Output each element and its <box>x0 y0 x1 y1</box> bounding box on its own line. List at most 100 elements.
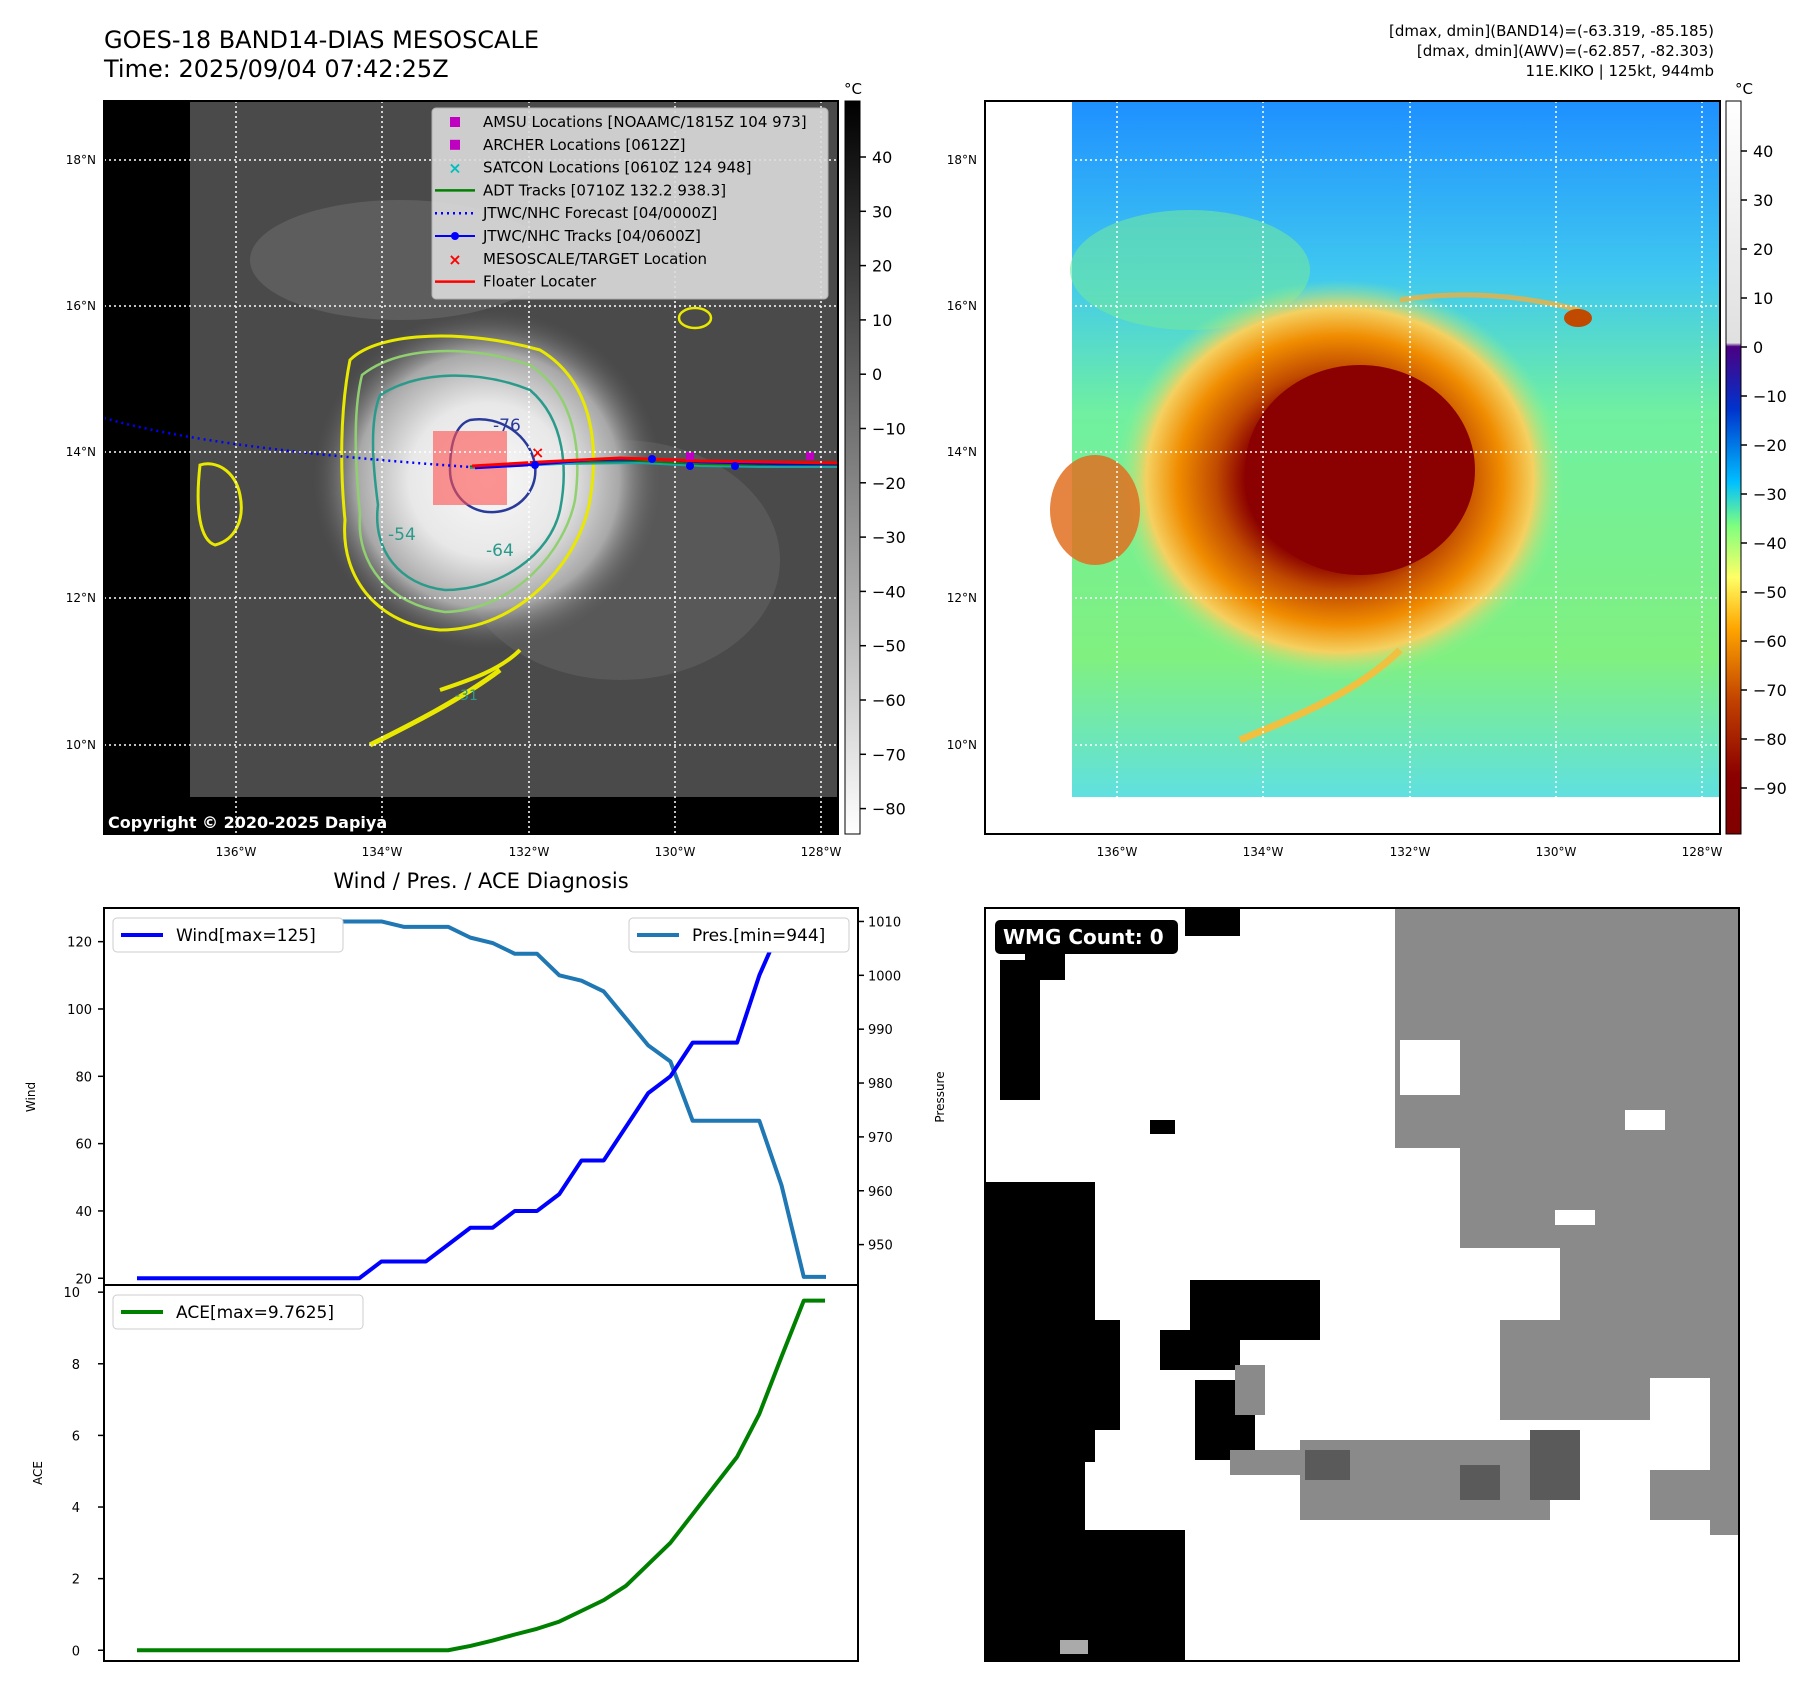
colorbar-tick-label: 30 <box>1753 191 1773 210</box>
lon-label: 130°W <box>1536 845 1577 859</box>
wind-legend-label: Wind[max=125] <box>176 926 316 946</box>
contour-label: -54 <box>388 525 416 545</box>
colorbar-tick-label: 10 <box>872 311 892 330</box>
legend-label: JTWC/NHC Tracks [04/0600Z] <box>482 227 701 245</box>
pressure-axis-label: Pressure <box>933 1071 947 1122</box>
colorbar-tick-label: −60 <box>872 691 906 710</box>
map-lon-labels: 136°W 134°W 132°W 130°W 128°W <box>216 845 842 859</box>
wmg-cell <box>1160 1330 1240 1370</box>
convection-cell <box>1564 309 1592 327</box>
wmg-count-label: WMG Count: 0 <box>1003 925 1164 949</box>
target-marker: × <box>531 443 544 462</box>
track-point <box>648 455 656 463</box>
legend-item: Floater Locater <box>435 273 597 291</box>
lat-label: 14°N <box>947 445 977 459</box>
colorbar-tick-label: −90 <box>1753 779 1787 798</box>
contour-teal <box>371 374 565 592</box>
lat-label: 10°N <box>947 738 977 752</box>
lon-label: 136°W <box>1097 845 1138 859</box>
wind-tick-label: 40 <box>75 1205 92 1220</box>
wind-axis-label: Wind <box>24 1082 38 1112</box>
wmg-cell <box>1400 1040 1460 1095</box>
lon-label: 134°W <box>362 845 403 859</box>
wmg-cell <box>1235 1365 1265 1415</box>
lon-label: 132°W <box>509 845 550 859</box>
lon-label: 132°W <box>1390 845 1431 859</box>
colorbar-tick-label: −70 <box>1753 681 1787 700</box>
track-point <box>686 462 694 470</box>
lat-label: 12°N <box>66 591 96 605</box>
wmg-cell <box>1000 960 1040 1100</box>
map-lat-labels: 18°N 16°N 14°N 12°N 10°N <box>66 153 96 752</box>
lon-label: 130°W <box>655 845 696 859</box>
contour-label: -64 <box>486 541 514 561</box>
wmg-cell <box>1305 1450 1350 1480</box>
legend-item: JTWC/NHC Tracks [04/0600Z] <box>435 227 701 245</box>
wind-legend: Wind[max=125] <box>112 917 344 953</box>
wmg-cell <box>1150 1120 1175 1134</box>
colorbar-tick-label: −80 <box>1753 730 1787 749</box>
legend-item: AMSU Locations [NOAAMC/1815Z 104 973] <box>450 113 807 131</box>
colorbar-tick-label: 40 <box>1753 142 1773 161</box>
legend-label: Floater Locater <box>483 273 597 291</box>
wmg-cell <box>1230 1450 1310 1475</box>
ace-axes <box>103 1284 859 1662</box>
info-line2: [dmax, dmin](AWV)=(-62.857, -82.303) <box>1416 42 1714 60</box>
wmg-cell <box>1060 1640 1088 1654</box>
wmg-cell <box>1650 1470 1710 1520</box>
colorbar-tick-label: 20 <box>1753 240 1773 259</box>
colorbar-tick-label: 0 <box>1753 338 1763 357</box>
colorbar-unit: °C <box>844 80 862 98</box>
legend-label: ADT Tracks [0710Z 132.2 938.3] <box>483 181 726 199</box>
pressure-legend-label: Pres.[min=944] <box>692 926 825 946</box>
ace-series-line <box>137 1298 825 1653</box>
legend-marker: × <box>448 250 461 269</box>
colorbar-tick-label: −40 <box>872 582 906 601</box>
lat-label: 14°N <box>66 445 96 459</box>
lon-label: 134°W <box>1243 845 1284 859</box>
ace-legend: ACE[max=9.7625] <box>112 1294 364 1330</box>
lat-label: 12°N <box>947 591 977 605</box>
wmg-count-badge <box>995 920 1178 954</box>
gray-colorbar: °C 40 30 20 10 0 −10 −20 −30 −40 −50 −60 −70 −80 <box>844 80 906 835</box>
wmg-cell <box>1500 1320 1650 1420</box>
ace-tick-label: 0 <box>72 1644 80 1659</box>
legend-label: AMSU Locations [NOAAMC/1815Z 104 973] <box>483 113 807 131</box>
legend-marker <box>450 139 460 150</box>
storm-eyewall <box>1245 365 1475 575</box>
wmg-cell <box>1060 1320 1120 1430</box>
lat-label: 18°N <box>947 153 977 167</box>
forecast-track <box>104 416 471 469</box>
ace-legend-label: ACE[max=9.7625] <box>176 1303 334 1323</box>
wind-tick-label: 80 <box>75 1070 92 1085</box>
legend-item: JTWC/NHC Forecast [04/0000Z] <box>435 204 717 222</box>
colorbar-tick-label: −20 <box>1753 436 1787 455</box>
legend-marker <box>450 117 460 127</box>
legend-label: MESOSCALE/TARGET Location <box>483 250 707 268</box>
info-line1: [dmax, dmin](BAND14)=(-63.319, -85.185) <box>1389 22 1714 40</box>
wind-series-line <box>137 922 826 1281</box>
ace-tick-label: 2 <box>72 1573 80 1588</box>
color-map-panel <box>985 101 1720 834</box>
wmg-cell <box>1185 908 1240 936</box>
contour-yellow <box>196 462 243 547</box>
colorbar-tick-label: 10 <box>1753 289 1773 308</box>
color-colorbar: °C 40 30 20 10 0 −10 −20 −30 −40 −50 −60 −70 −80 −90 <box>1725 80 1787 835</box>
rain-band <box>1238 647 1403 744</box>
map-lat-labels: 18°N 16°N 14°N 12°N 10°N <box>947 153 977 752</box>
colorbar-tick-label: −40 <box>1753 534 1787 553</box>
legend-label: ARCHER Locations [0612Z] <box>483 136 686 154</box>
contour-label: -76 <box>493 416 521 436</box>
lon-label: 136°W <box>216 845 257 859</box>
wmg-panel: WMG Count: 0 <box>984 907 1740 1662</box>
pressure-tick-label: 950 <box>868 1239 893 1254</box>
copyright-text: Copyright © 2020-2025 Dapiya <box>108 813 387 832</box>
ace-tick-label: 8 <box>72 1358 80 1373</box>
colorbar-tick-label: 20 <box>872 257 892 276</box>
amsu-marker <box>686 452 694 460</box>
wmg-cell <box>1710 1300 1739 1535</box>
wind-tick-label: 60 <box>75 1138 92 1153</box>
floater-track <box>471 456 838 468</box>
colorbar-tick-label: −30 <box>872 528 906 547</box>
map-lon-labels: 136°W 134°W 132°W 130°W 128°W <box>1097 845 1723 859</box>
